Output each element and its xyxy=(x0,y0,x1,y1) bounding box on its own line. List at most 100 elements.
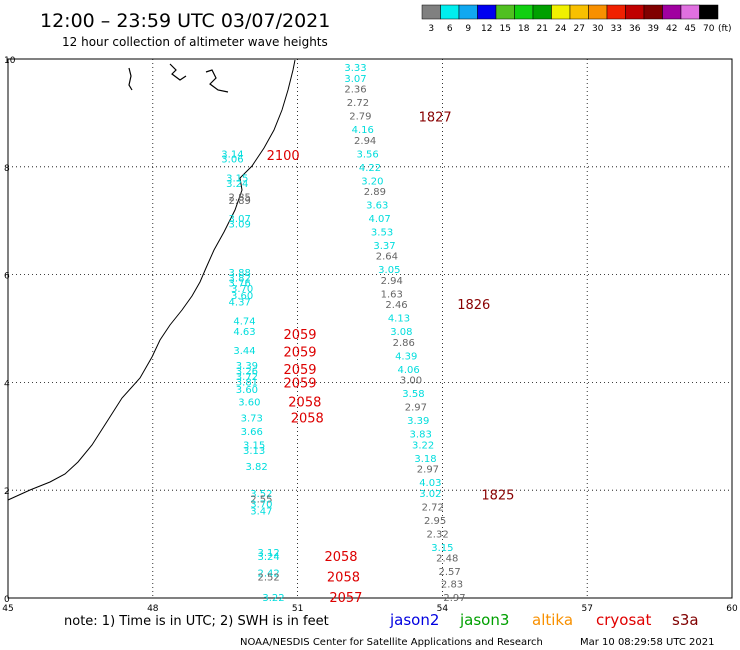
wave-height-value: 3.66 xyxy=(241,427,263,438)
wave-height-value: 3.60 xyxy=(238,397,260,408)
colorbar-label: 24 xyxy=(555,24,567,34)
wave-height-value: 3.15 xyxy=(226,174,248,185)
longitude-tick-label: 51 xyxy=(292,604,303,614)
latitude-tick-label: 8 xyxy=(4,164,10,174)
pass-time-label: 2057 xyxy=(329,591,362,606)
wave-height-value: 3.88 xyxy=(229,268,251,279)
island xyxy=(128,67,133,91)
map-frame xyxy=(7,58,733,599)
colorbar-swatch xyxy=(588,4,608,20)
pass-time-label: 1827 xyxy=(419,111,452,126)
longitude-tick-label: 60 xyxy=(726,604,738,614)
colorbar-label: 36 xyxy=(629,24,641,34)
wave-height-value: 3.58 xyxy=(402,389,424,400)
wave-height-value: 3.82 xyxy=(229,273,251,284)
colorbar-swatch xyxy=(680,4,700,20)
pass-time-label: 1825 xyxy=(481,489,514,504)
pass-time-label: 2059 xyxy=(283,346,316,361)
pass-time-label: 2058 xyxy=(324,550,357,565)
wave-height-value: 3.39 xyxy=(236,361,258,372)
colorbar-swatch xyxy=(477,4,497,20)
wave-height-value: 2.48 xyxy=(436,554,458,565)
wave-height-value: 2.89 xyxy=(229,196,251,207)
graticule xyxy=(8,59,732,598)
colorbar-label: 27 xyxy=(574,24,585,34)
wave-height-value: 3.63 xyxy=(366,201,388,212)
longitude-tick-label: 48 xyxy=(147,604,159,614)
wave-height-value: 3.06 xyxy=(221,155,243,166)
satellite-legend-cryosat: cryosat xyxy=(596,611,651,629)
latitude-tick-label: 10 xyxy=(4,56,16,66)
wave-height-value: 2.46 xyxy=(385,300,407,311)
longitude-tick-label: 45 xyxy=(2,604,13,614)
wave-height-value: 3.07 xyxy=(344,74,366,85)
wave-height-value: 3.73 xyxy=(241,413,263,424)
colorbar-swatch xyxy=(514,4,534,20)
wave-height-value: 2.55 xyxy=(250,494,272,505)
colorbar-swatch xyxy=(421,4,441,20)
wave-height-value: 3.18 xyxy=(414,454,436,465)
wave-height-value: 3.47 xyxy=(250,507,272,518)
map-title: 12:00 – 23:59 UTC 03/07/2021 xyxy=(40,10,330,32)
colorbar-swatch xyxy=(495,4,515,20)
latitude-tick-label: 4 xyxy=(4,379,10,389)
colorbar-label: 39 xyxy=(648,24,660,34)
wave-height-value: 2.83 xyxy=(441,579,463,590)
satellite-legend-altika: altika xyxy=(532,611,573,629)
wave-height-value: 4.07 xyxy=(369,214,391,225)
satellite-legend-jason2: jason2 xyxy=(389,611,439,629)
colorbar-label: 33 xyxy=(611,24,622,34)
wave-height-value: 3.08 xyxy=(390,327,412,338)
pass-time-label: 2058 xyxy=(288,395,321,410)
colorbar-swatch xyxy=(569,4,589,20)
island xyxy=(169,63,187,81)
wave-height-value: 3.33 xyxy=(344,63,366,74)
wave-height-value: 2.52 xyxy=(258,572,280,583)
wave-height-value: 4.16 xyxy=(352,125,374,136)
wave-height-value: 3.05 xyxy=(378,265,400,276)
wave-height-value: 1.63 xyxy=(381,289,403,300)
wave-height-value: 3.24 xyxy=(226,179,248,190)
colorbar-swatch xyxy=(643,4,663,20)
colorbar-label: 3 xyxy=(428,24,434,34)
wave-height-value: 4.22 xyxy=(359,163,381,174)
wave-height-value: 3.56 xyxy=(356,149,378,160)
wave-height-value: 3.70 xyxy=(250,500,272,511)
colorbar-swatch xyxy=(662,4,682,20)
wave-height-value: 4.06 xyxy=(397,365,419,376)
wave-height-value: 4.63 xyxy=(233,327,255,338)
colorbar-swatch xyxy=(551,4,571,20)
wave-height-value: 2.57 xyxy=(439,567,461,578)
colorbar-label: 9 xyxy=(465,24,471,34)
pass-time-label: 1826 xyxy=(457,298,490,313)
colorbar-label: 6 xyxy=(447,24,453,34)
satellite-legend-s3a: s3a xyxy=(672,611,699,629)
pass-time-label: 2059 xyxy=(283,376,316,391)
latitude-ticks: 10 8 6 4 2 0 xyxy=(4,56,16,605)
colorbar-label: 70 xyxy=(703,24,715,34)
wave-height-value: 4.13 xyxy=(388,314,410,325)
wave-height-value: 3.60 xyxy=(236,385,258,396)
wave-height-value: 2.85 xyxy=(229,192,251,203)
wave-height-value: 3.81 xyxy=(236,377,258,388)
pass-time-label: 2059 xyxy=(283,328,316,343)
wave-height-value: 4.39 xyxy=(395,351,417,362)
wave-height-value: 3.44 xyxy=(233,346,255,357)
wave-height-value: 3.12 xyxy=(258,548,280,559)
colorbar-label: 30 xyxy=(592,24,604,34)
wave-height-value: 3.60 xyxy=(231,291,253,302)
wave-height-value: 3.15 xyxy=(431,543,453,554)
latitude-tick-label: 2 xyxy=(4,487,10,497)
wave-height-value: 2.86 xyxy=(393,338,415,349)
wave-height-value: 3.15 xyxy=(243,440,265,451)
colorbar-label: 12 xyxy=(481,24,492,34)
wave-height-value: 2.79 xyxy=(349,112,371,123)
wave-height-value: 3.14 xyxy=(221,149,243,160)
colorbar-swatch xyxy=(606,4,626,20)
pass-time-label: 2058 xyxy=(291,411,324,426)
latitude-tick-label: 0 xyxy=(4,595,10,605)
colorbar-swatch xyxy=(532,4,552,20)
colorbar-label: 42 xyxy=(666,24,677,34)
colorbar-label: 45 xyxy=(685,24,696,34)
satellite-legend: jason2 jason3 altika cryosat s3a xyxy=(389,611,699,629)
